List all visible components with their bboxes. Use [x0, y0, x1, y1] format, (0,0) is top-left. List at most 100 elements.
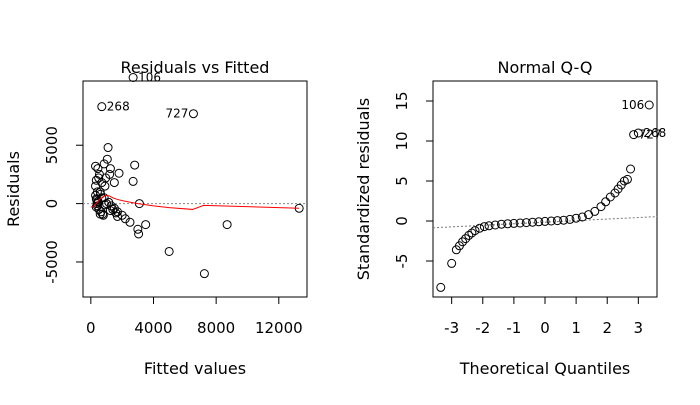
rvf-point	[102, 154, 112, 164]
rvf-point	[128, 176, 138, 186]
qq-point-label: 106	[621, 98, 644, 112]
qq-point	[436, 282, 446, 292]
rvf-point	[199, 269, 209, 279]
rvf-point	[134, 229, 144, 239]
qq-y-tick-label: 15	[393, 91, 411, 110]
rvf-point	[93, 196, 103, 206]
qq-point	[458, 237, 468, 247]
rvf-smooth-line	[90, 194, 300, 210]
qq-plot-frame	[432, 80, 658, 298]
rvf-point	[105, 164, 115, 174]
qq-point	[496, 219, 506, 229]
qq-title: Normal Q-Q	[498, 58, 593, 77]
rvf-point	[164, 246, 174, 256]
qq-point	[626, 164, 636, 174]
rvf-point	[103, 143, 113, 153]
qq-point	[629, 130, 639, 140]
qq-point	[484, 221, 494, 231]
qq-point	[528, 217, 538, 227]
qq-point	[540, 216, 550, 226]
rvf-x-tick-label: 0	[86, 319, 96, 337]
qq-point	[601, 197, 611, 207]
qq-point	[546, 216, 556, 226]
qq-point-label: 727	[639, 128, 662, 142]
qq-y-tick-label: 0	[393, 216, 411, 226]
qq-x-tick-label: 2	[602, 319, 612, 337]
rvf-point	[94, 173, 104, 183]
qq-point-label: 268	[643, 126, 666, 140]
rvf-y-tick-label: 0	[43, 199, 61, 209]
rvf-point-label: 268	[107, 100, 130, 114]
rvf-point	[188, 109, 198, 119]
qq-y-tick-label: 5	[393, 176, 411, 186]
rvf-point	[97, 178, 107, 188]
rvf-point-label: 106	[138, 70, 161, 84]
qq-x-tick-label: -1	[506, 319, 521, 337]
rvf-point	[98, 210, 108, 220]
rvf-x-tick-label: 8000	[197, 319, 235, 337]
rvf-point	[109, 178, 119, 188]
rvf-y-tick-label: -5000	[43, 240, 61, 284]
rvf-point	[112, 211, 122, 221]
rvf-point	[91, 175, 101, 185]
rvf-point	[112, 207, 122, 217]
qq-qq-reference-line	[432, 216, 658, 229]
rvf-point	[114, 168, 124, 178]
qq-point	[596, 202, 606, 212]
qq-point	[559, 215, 569, 225]
qq-point	[475, 223, 485, 233]
qq-point	[503, 219, 513, 229]
qq-x-tick-label: -3	[444, 319, 459, 337]
qq-x-tick-label: 0	[540, 319, 550, 337]
qq-point	[633, 128, 643, 138]
rvf-x-tick-label: 4000	[134, 319, 172, 337]
rvf-point	[91, 190, 101, 200]
qq-point	[644, 100, 654, 110]
rvf-x-tick-label: 12000	[255, 319, 303, 337]
qq-x-axis-label: Theoretical Quantiles	[459, 359, 631, 378]
qq-point	[590, 206, 600, 216]
rvf-y-tick-label: 5000	[43, 126, 61, 164]
rvf-point	[97, 102, 107, 112]
qq-point	[464, 230, 474, 240]
qq-point	[622, 174, 632, 184]
qq-point	[534, 217, 544, 227]
qq-point	[461, 234, 471, 244]
rvf-point	[130, 160, 140, 170]
qq-point	[447, 258, 457, 268]
qq-point	[479, 222, 489, 232]
qq-y-axis-label: Standardized residuals	[354, 98, 373, 280]
qq-y-tick-label: -5	[393, 254, 411, 269]
qq-y-tick-label: 10	[393, 131, 411, 150]
rvf-point	[91, 161, 101, 171]
rvf-point	[94, 169, 104, 179]
rvf-y-axis-label: Residuals	[4, 151, 23, 227]
qq-point	[509, 218, 519, 228]
qq-point	[565, 214, 575, 224]
rvf-point	[93, 164, 103, 174]
qq-point	[515, 218, 525, 228]
rvf-point	[222, 220, 232, 230]
rvf-point	[141, 220, 151, 230]
qq-point	[521, 218, 531, 228]
qq-x-tick-label: 3	[634, 319, 644, 337]
rvf-point	[99, 159, 109, 169]
rvf-point	[128, 72, 138, 82]
qq-point	[490, 220, 500, 230]
qq-x-tick-label: 1	[571, 319, 581, 337]
rvf-point	[101, 199, 111, 209]
rvf-point-label: 727	[166, 107, 189, 121]
rvf-point	[133, 224, 143, 234]
rvf-x-axis-label: Fitted values	[144, 359, 246, 378]
qq-point	[552, 216, 562, 226]
rvf-title: Residuals vs Fitted	[121, 58, 270, 77]
qq-x-tick-label: -2	[475, 319, 490, 337]
qq-point	[577, 212, 587, 222]
qq-point	[467, 228, 477, 238]
qq-panel: Normal Q-Q Theoretical Quantiles Standardi…	[354, 58, 666, 378]
rvf-panel: Residuals vs Fitted Fitted values Residual…	[4, 58, 308, 378]
qq-point	[571, 213, 581, 223]
qq-point	[470, 226, 480, 236]
